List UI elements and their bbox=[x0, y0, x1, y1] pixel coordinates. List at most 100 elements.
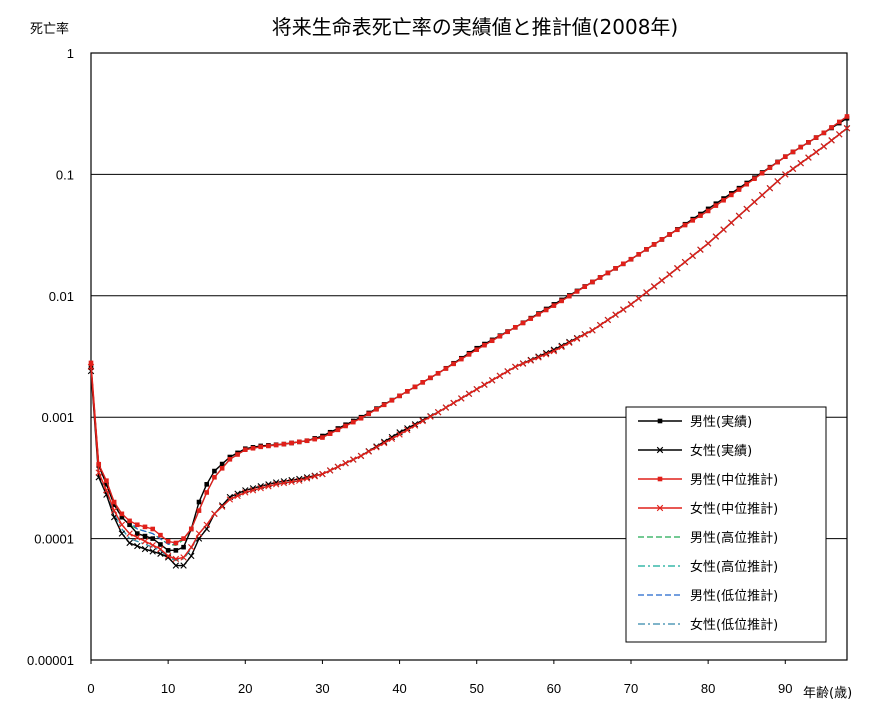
data-point bbox=[396, 431, 403, 438]
data-point bbox=[319, 470, 326, 478]
data-point bbox=[218, 503, 226, 510]
data-point bbox=[774, 178, 781, 185]
data-point bbox=[612, 311, 619, 318]
data-point bbox=[366, 411, 372, 417]
data-point bbox=[644, 247, 649, 252]
data-point bbox=[520, 320, 526, 326]
data-point bbox=[397, 393, 402, 399]
legend: 男性(実績) 女性(実績) 男性(中位推計) 女性(中位推計) 男性(高位推計) 女性(高… bbox=[625, 406, 827, 643]
data-point bbox=[419, 417, 426, 425]
legend-item: 男性(高位推計) bbox=[638, 530, 778, 546]
data-point bbox=[767, 165, 773, 170]
data-point bbox=[674, 227, 680, 233]
data-point bbox=[388, 435, 396, 442]
data-point bbox=[326, 467, 334, 474]
data-point bbox=[188, 543, 195, 551]
data-point bbox=[157, 545, 164, 553]
data-point bbox=[512, 363, 519, 371]
y-tick-label: 0.1 bbox=[56, 167, 74, 182]
data-point bbox=[489, 338, 495, 344]
data-point bbox=[651, 242, 657, 247]
data-point bbox=[303, 475, 311, 482]
legend-label: 男性(実績) bbox=[690, 414, 752, 430]
data-point bbox=[219, 461, 225, 467]
data-point bbox=[134, 542, 141, 550]
y-axis-label: 死亡率 bbox=[30, 21, 69, 37]
data-point bbox=[605, 270, 611, 276]
data-point bbox=[127, 518, 132, 524]
data-point bbox=[528, 316, 534, 321]
data-point bbox=[212, 468, 217, 474]
data-point bbox=[820, 143, 828, 150]
data-point bbox=[88, 360, 94, 366]
data-point bbox=[149, 548, 156, 555]
data-point bbox=[427, 413, 434, 420]
data-point bbox=[296, 477, 303, 484]
data-point bbox=[180, 554, 187, 561]
data-point bbox=[428, 375, 433, 381]
data-point bbox=[104, 482, 109, 487]
data-point bbox=[821, 130, 827, 136]
data-point bbox=[281, 441, 287, 447]
data-point bbox=[789, 165, 797, 172]
data-point bbox=[704, 240, 712, 247]
data-point bbox=[411, 422, 419, 429]
data-point bbox=[265, 483, 272, 490]
data-point bbox=[158, 542, 163, 547]
data-point bbox=[257, 485, 264, 492]
data-point bbox=[357, 452, 365, 460]
data-point bbox=[273, 442, 279, 448]
data-point bbox=[234, 492, 241, 500]
data-point bbox=[320, 435, 325, 440]
data-point bbox=[712, 233, 720, 240]
data-point bbox=[559, 298, 564, 304]
data-point bbox=[296, 439, 302, 445]
data-point bbox=[164, 552, 172, 560]
legend-label: 女性(実績) bbox=[690, 443, 752, 459]
data-point bbox=[751, 198, 758, 206]
data-point bbox=[782, 154, 788, 159]
data-point bbox=[388, 433, 396, 441]
data-point bbox=[412, 384, 418, 390]
data-point bbox=[311, 473, 318, 480]
data-point bbox=[589, 327, 596, 334]
data-point bbox=[519, 360, 527, 367]
data-point bbox=[195, 530, 203, 537]
data-point bbox=[258, 444, 264, 450]
data-point bbox=[150, 536, 156, 541]
data-point bbox=[650, 283, 658, 290]
data-point bbox=[721, 197, 726, 203]
x-tick-labels: 0 10 20 30 40 50 60 70 80 90 bbox=[87, 660, 793, 696]
data-point bbox=[188, 552, 195, 560]
data-point bbox=[249, 487, 257, 494]
x-tick-label: 30 bbox=[315, 681, 329, 696]
data-point bbox=[628, 256, 634, 262]
data-point bbox=[134, 522, 140, 528]
data-point bbox=[181, 536, 186, 541]
data-point bbox=[805, 154, 812, 161]
data-point bbox=[350, 456, 357, 463]
data-point bbox=[844, 114, 850, 119]
legend-label: 女性(高位推計) bbox=[690, 559, 778, 575]
data-point bbox=[289, 440, 294, 446]
data-point bbox=[829, 125, 834, 130]
data-point bbox=[689, 252, 696, 260]
legend-label: 男性(高位推計) bbox=[690, 530, 778, 546]
legend-label: 女性(中位推計) bbox=[690, 501, 778, 517]
data-point bbox=[496, 372, 504, 379]
data-point bbox=[836, 131, 843, 138]
legend-item: 女性(実績) bbox=[638, 443, 752, 459]
data-point bbox=[165, 548, 171, 553]
data-point bbox=[635, 295, 642, 302]
data-point bbox=[434, 408, 442, 416]
data-point bbox=[613, 266, 618, 271]
data-point bbox=[164, 554, 172, 561]
x-tick-label: 50 bbox=[469, 681, 483, 696]
data-point bbox=[698, 213, 703, 218]
data-point bbox=[242, 489, 249, 496]
data-point bbox=[203, 521, 210, 528]
data-point bbox=[620, 261, 626, 267]
x-tick-label: 20 bbox=[238, 681, 252, 696]
legend-label: 男性(低位推計) bbox=[690, 588, 778, 604]
